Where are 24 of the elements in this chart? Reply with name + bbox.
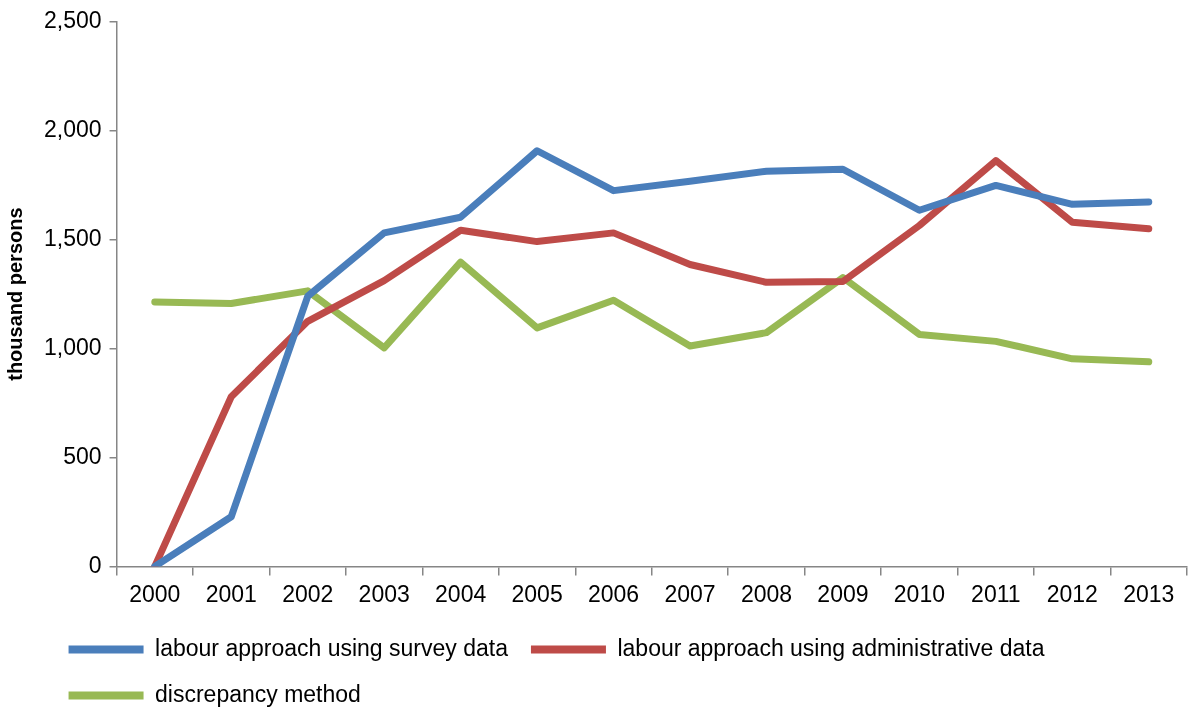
x-tick-label: 2013 xyxy=(1123,580,1175,607)
x-tick-label: 2005 xyxy=(511,580,563,607)
x-tick-label: 2001 xyxy=(205,580,257,607)
x-tick-label: 2010 xyxy=(893,580,945,607)
y-tick-label: 0 xyxy=(88,551,102,578)
y-axis-title: thousand persons xyxy=(3,207,26,381)
y-tick-label: 2,000 xyxy=(43,116,102,143)
x-tick-label: 2008 xyxy=(740,580,793,607)
legend-label: labour approach using administrative data xyxy=(617,634,1045,661)
x-tick-label: 2002 xyxy=(282,580,334,607)
x-tick-label: 2012 xyxy=(1046,580,1098,607)
x-tick-label: 2006 xyxy=(587,580,640,607)
y-tick-label: 500 xyxy=(63,442,102,469)
x-tick-label: 2009 xyxy=(817,580,869,607)
x-tick-label: 2000 xyxy=(129,580,181,607)
y-tick-label: 1,000 xyxy=(43,333,102,360)
legend-label: labour approach using survey data xyxy=(155,634,509,661)
x-tick-label: 2004 xyxy=(435,580,487,607)
x-tick-label: 2007 xyxy=(664,580,716,607)
y-tick-label: 1,500 xyxy=(43,224,102,251)
x-tick-label: 2003 xyxy=(358,580,410,607)
x-tick-label: 2011 xyxy=(971,580,1021,607)
y-tick-label: 2,500 xyxy=(43,7,102,34)
legend-label: discrepancy method xyxy=(155,680,361,707)
